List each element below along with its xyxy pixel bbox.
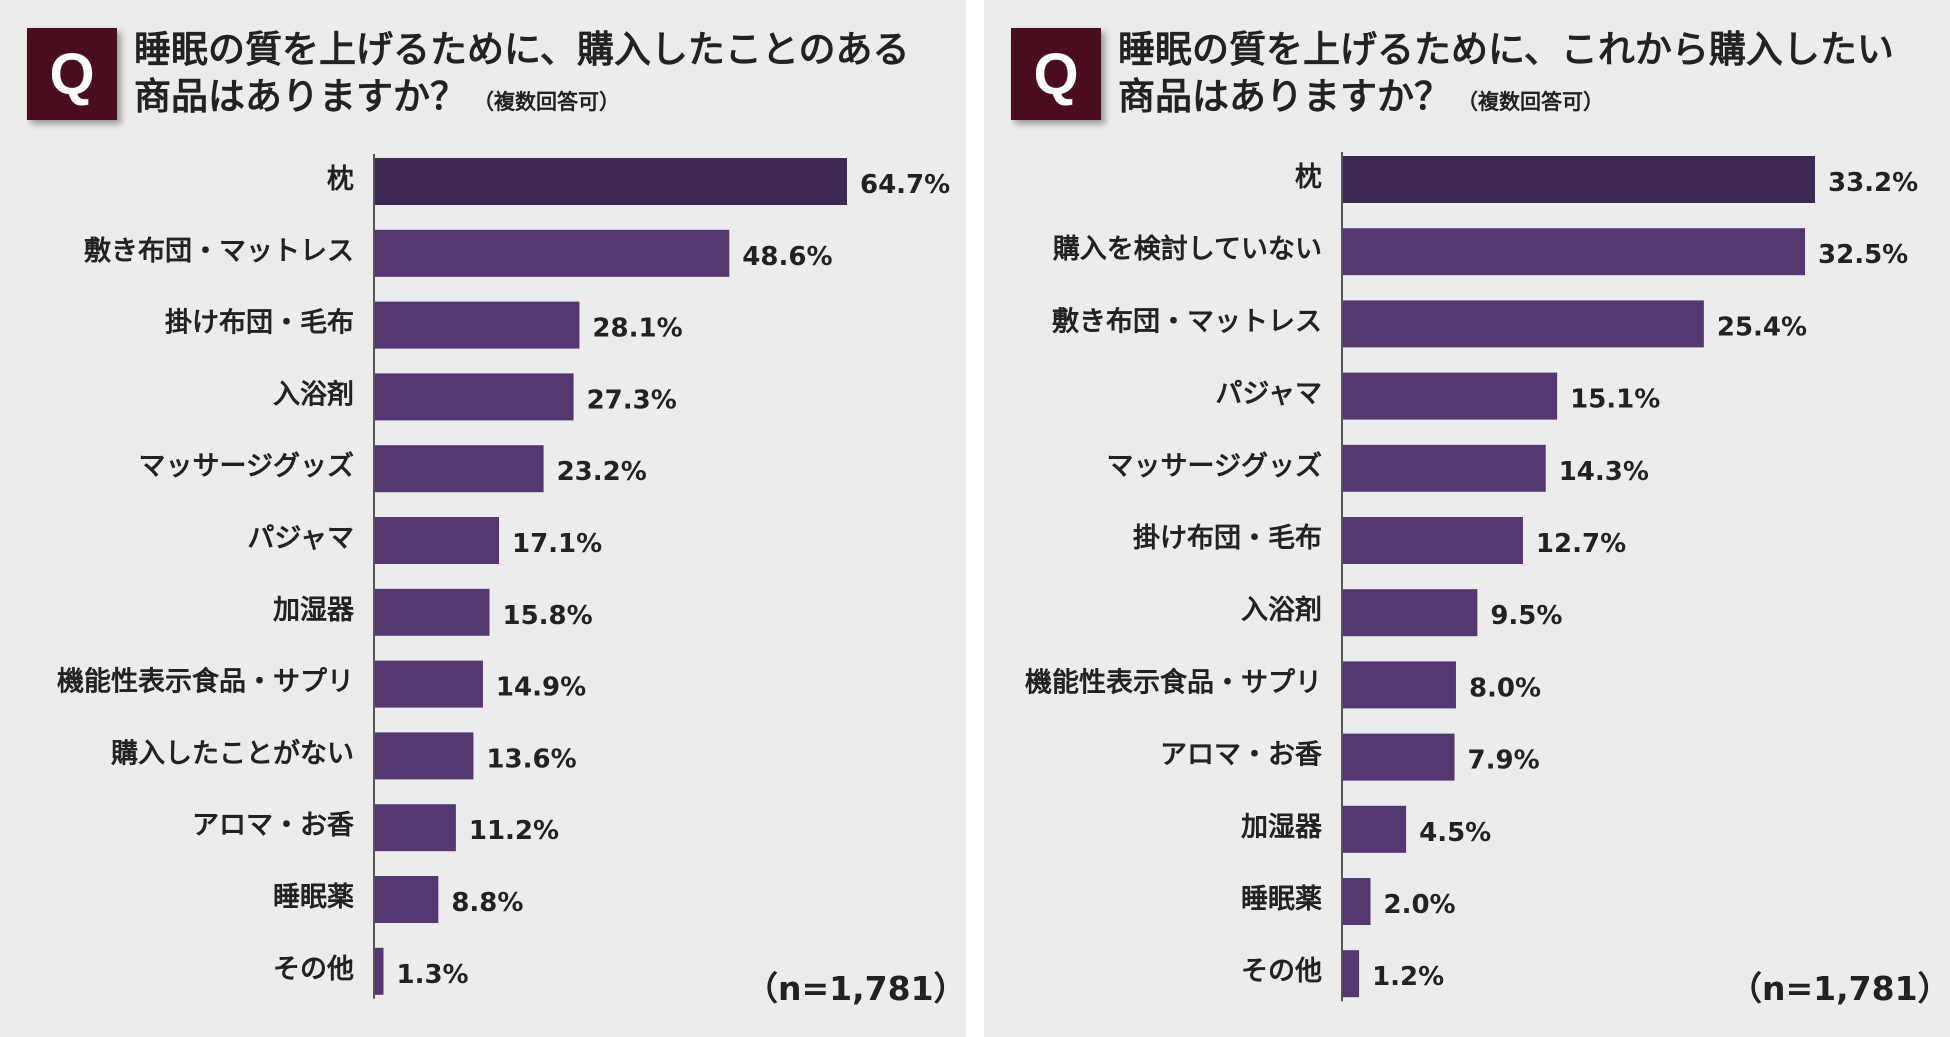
bar [374, 445, 544, 493]
bar [374, 517, 500, 564]
chart-panel-want-to-buy: Q 睡眠の質を上げるために、これから購入したい 商品はありますか？ （複数回答可）… [984, 0, 1950, 1037]
category-label: マッサージグッズ [139, 450, 354, 482]
chart-title: 睡眠の質を上げるために、これから購入したい 商品はありますか？ （複数回答可） [1118, 26, 1938, 126]
bar [1342, 661, 1456, 709]
value-label: 15.8% [503, 601, 593, 631]
value-label: 11.2% [469, 816, 559, 846]
bar [1342, 950, 1360, 998]
value-label: 2.0% [1383, 890, 1455, 920]
bar [1342, 805, 1407, 853]
value-label: 7.9% [1468, 746, 1540, 776]
question-badge: Q [27, 28, 117, 120]
bar [374, 660, 483, 708]
category-label: マッサージグッズ [1107, 450, 1322, 482]
bar [374, 158, 847, 205]
category-label: パジャマ [247, 523, 354, 554]
chart-title-note: （複数回答可） [1457, 90, 1604, 114]
bar [1342, 156, 1815, 203]
category-label: 機能性表示食品・サプリ [1025, 666, 1322, 698]
category-label: パジャマ [1215, 379, 1322, 410]
bar [374, 876, 439, 923]
value-label: 4.5% [1419, 818, 1491, 848]
value-label: 14.3% [1559, 457, 1649, 487]
category-label: 機能性表示食品・サプリ [57, 666, 354, 698]
bar [1342, 300, 1704, 348]
category-label: 敷き布団・マットレス [84, 235, 354, 267]
value-label: 33.2% [1828, 168, 1918, 198]
category-label: その他 [273, 954, 354, 985]
bar [374, 732, 474, 780]
chart-title-line1: 睡眠の質を上げるために、これから購入したい [1118, 28, 1894, 71]
value-label: 23.2% [557, 457, 647, 487]
bar [374, 588, 490, 636]
sample-size-label: （n=1,781） [1729, 969, 1950, 1008]
value-label: 17.1% [512, 529, 602, 559]
category-label: 睡眠薬 [273, 882, 354, 913]
bar [374, 947, 384, 995]
category-label: アロマ・お香 [1160, 740, 1322, 771]
bar [1342, 444, 1546, 492]
category-label: 入浴剤 [273, 378, 354, 410]
sample-size-label: （n=1,781） [745, 969, 967, 1008]
value-label: 1.3% [397, 960, 469, 990]
category-label: 掛け布団・毛布 [165, 308, 354, 339]
category-label: 枕 [327, 164, 354, 195]
chart-title-note: （複数回答可） [473, 90, 620, 114]
value-label: 14.9% [496, 673, 586, 703]
category-label: その他 [1241, 956, 1322, 987]
category-label: 加湿器 [273, 595, 355, 626]
bar-chart-want-to-buy: 枕 33.2% 購入を検討していない 32.5% 敷き布団・マットレス 25.4% パジャマ… [1025, 152, 1918, 1002]
chart-panel-purchased: Q 睡眠の質を上げるために、購入したことのある 商品はありますか？ （複数回答可）… [0, 0, 967, 1037]
category-label: 掛け布団・毛布 [1133, 523, 1322, 554]
value-label: 15.1% [1570, 385, 1660, 415]
category-label: 枕 [1295, 162, 1322, 193]
value-label: 8.8% [451, 888, 523, 918]
bar [1342, 517, 1523, 564]
bar [374, 229, 730, 277]
bar [374, 804, 456, 852]
value-label: 9.5% [1490, 601, 1562, 631]
chart-title: 睡眠の質を上げるために、購入したことのある 商品はありますか？ （複数回答可） [134, 26, 954, 126]
question-badge: Q [1011, 28, 1101, 120]
value-label: 32.5% [1818, 240, 1908, 270]
bar-chart-purchased: 枕 64.7% 敷き布団・マットレス 48.6% 掛け布団・毛布 28.1% 入浴剤 27.3… [57, 154, 950, 999]
category-label: 購入したことがない [111, 737, 354, 769]
bar [1342, 878, 1371, 925]
value-label: 48.6% [742, 242, 832, 272]
value-label: 25.4% [1717, 312, 1807, 342]
bar [1342, 228, 1806, 276]
bar [1342, 372, 1558, 420]
value-label: 8.0% [1469, 673, 1541, 703]
bar [374, 301, 580, 349]
value-label: 64.7% [860, 170, 950, 200]
chart-title-line2: 商品はありますか？ [134, 75, 467, 118]
category-label: アロマ・お香 [192, 810, 354, 841]
chart-title-line2: 商品はありますか？ [1118, 75, 1451, 118]
value-label: 12.7% [1536, 529, 1626, 559]
category-label: 睡眠薬 [1241, 884, 1322, 915]
bar [1342, 589, 1478, 637]
value-label: 1.2% [1372, 962, 1444, 992]
chart-title-line1: 睡眠の質を上げるために、購入したことのある [134, 28, 910, 71]
category-label: 加湿器 [1241, 812, 1323, 843]
category-label: 入浴剤 [1241, 594, 1322, 626]
value-label: 13.6% [486, 744, 576, 774]
value-label: 27.3% [587, 385, 677, 415]
category-label: 購入を検討していない [1053, 233, 1322, 265]
bar [1342, 733, 1455, 781]
category-label: 敷き布団・マットレス [1052, 305, 1322, 337]
value-label: 28.1% [592, 314, 682, 344]
bar [374, 373, 574, 421]
